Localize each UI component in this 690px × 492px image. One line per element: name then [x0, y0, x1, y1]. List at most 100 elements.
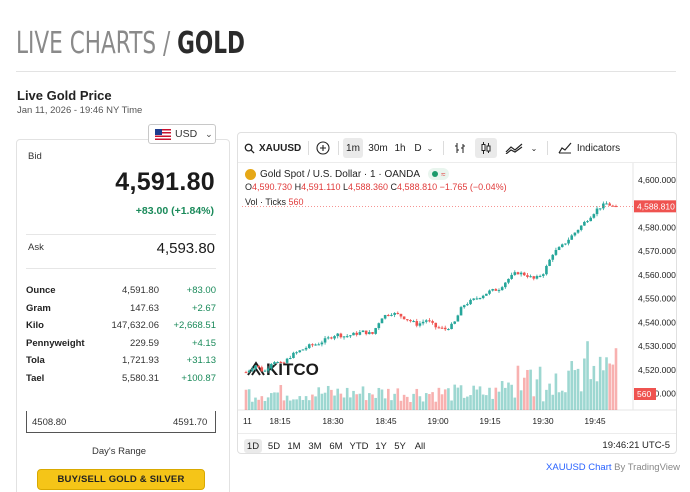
search-icon: [244, 143, 255, 154]
volume-bar: [443, 389, 447, 410]
range-1m[interactable]: 1M: [287, 440, 301, 452]
candle: [279, 361, 283, 363]
buy-sell-button[interactable]: BUY/SELL GOLD & SILVER: [37, 469, 205, 490]
indicators-icon: [558, 142, 572, 154]
range-5d[interactable]: 5D: [267, 440, 281, 452]
candle: [424, 320, 428, 322]
symbol-search-button[interactable]: XAUUSD: [244, 138, 310, 158]
compare-button[interactable]: [313, 138, 333, 158]
candle: [409, 320, 412, 322]
table-row: Kilo 147,632.06 +2,668.51: [26, 320, 216, 338]
volume-bar: [500, 381, 504, 410]
unit-price: 147.63: [129, 302, 159, 314]
days-range-low: 4508.80: [32, 417, 67, 428]
candle: [447, 329, 450, 331]
candle: [491, 289, 494, 291]
volume-bar: [535, 379, 539, 410]
candle: [475, 298, 479, 300]
range-ytd[interactable]: YTD: [349, 440, 369, 452]
candle: [570, 235, 574, 240]
time-tick-label: 11: [243, 416, 252, 426]
status-dot-icon: [432, 171, 439, 177]
unit-change: +31.13: [186, 355, 216, 367]
toolbar-divider: [443, 141, 444, 155]
volume-bar: [605, 357, 608, 410]
indicators-label: Indicators: [576, 142, 621, 154]
candle: [269, 364, 273, 369]
volume-bar: [399, 400, 403, 410]
candles-chart-type-button[interactable]: [475, 138, 497, 158]
candle: [583, 221, 586, 226]
page-title: LIVE CHARTS / GOLD: [16, 26, 245, 61]
candle: [459, 307, 463, 316]
candle: [453, 321, 457, 324]
candle: [292, 352, 295, 358]
volume-bar: [532, 396, 536, 410]
candle: [560, 244, 564, 248]
volume-bar: [602, 370, 605, 410]
candle: [383, 315, 387, 319]
candle: [263, 370, 267, 372]
low-label: L: [342, 182, 348, 192]
candle: [345, 336, 349, 338]
chart-attribution[interactable]: XAUUSD Chart By TradingView: [546, 462, 680, 473]
volume-bar: [494, 387, 498, 410]
volume-bar: [459, 385, 463, 410]
range-3m[interactable]: 3M: [308, 440, 322, 452]
divider: [26, 234, 216, 235]
volume-bar: [497, 391, 501, 410]
candle: [311, 344, 314, 346]
volume-bar: [564, 392, 567, 410]
range-1y[interactable]: 1Y: [375, 440, 387, 452]
price-tick-label: 4,550.000: [638, 294, 676, 304]
bid-label: Bid: [28, 151, 42, 162]
time-tick-label: 18:30: [322, 416, 344, 426]
volume-value: 560: [288, 197, 304, 207]
range-all[interactable]: All: [414, 440, 426, 452]
volume-bar: [266, 397, 270, 410]
table-row: Pennyweight 229.59 +4.15: [26, 338, 216, 356]
range-6m[interactable]: 6M: [329, 440, 343, 452]
unit-price: 4,591.80: [122, 285, 159, 296]
candle: [342, 336, 346, 338]
volume-bar: [545, 389, 548, 410]
candle: [387, 315, 390, 317]
interval-1m[interactable]: 1m: [343, 138, 363, 158]
chevron-down-icon[interactable]: ⌄: [426, 143, 434, 153]
range-5y[interactable]: 5Y: [394, 440, 406, 452]
unit-price-table: Ounce 4,591.80 +83.00 Gram 147.63 +2.67 …: [26, 285, 216, 391]
table-row: Tola 1,721.93 +31.13: [26, 355, 216, 373]
volume-bar: [257, 399, 260, 410]
bar-chart-type-button[interactable]: [450, 138, 470, 158]
volume-bar: [576, 368, 580, 410]
volume-bar: [431, 392, 434, 410]
range-1d[interactable]: 1D: [244, 439, 262, 453]
volume-bar: [450, 400, 453, 410]
volume-bar: [374, 397, 377, 410]
interval-30m[interactable]: 30m: [368, 142, 388, 154]
currency-select[interactable]: USD ⌄: [148, 124, 216, 144]
volume-bar: [254, 397, 257, 410]
chevron-down-icon[interactable]: ⌄: [530, 143, 538, 153]
toolbar-divider: [338, 141, 339, 155]
volume-bar: [304, 396, 308, 410]
unit-name: Tola: [26, 355, 45, 367]
candle: [434, 322, 438, 328]
unit-name: Tael: [26, 372, 45, 384]
volume-bar: [507, 382, 510, 410]
last-price-label: 4,588.810: [637, 201, 675, 211]
volume-bar: [298, 396, 302, 410]
price-chart[interactable]: 4,600.0004,590.0004,580.0004,570.0004,56…: [238, 163, 677, 433]
interval-dropdown[interactable]: D: [411, 138, 425, 158]
volume-bar: [462, 397, 466, 410]
candle: [614, 206, 618, 208]
indicators-button[interactable]: Indicators: [554, 138, 624, 158]
candle: [330, 337, 333, 339]
interval-1h[interactable]: 1h: [394, 142, 406, 154]
volume-bar: [424, 393, 428, 410]
ohlc-legend: O4,590.730 H4,591.110 L4,588.360 C4,588.…: [245, 182, 507, 192]
volume-bar: [285, 395, 289, 410]
chevron-down-icon: ⌄: [205, 128, 213, 139]
area-chart-type-button[interactable]: [503, 138, 525, 158]
attribution-link[interactable]: XAUUSD Chart: [546, 462, 612, 473]
